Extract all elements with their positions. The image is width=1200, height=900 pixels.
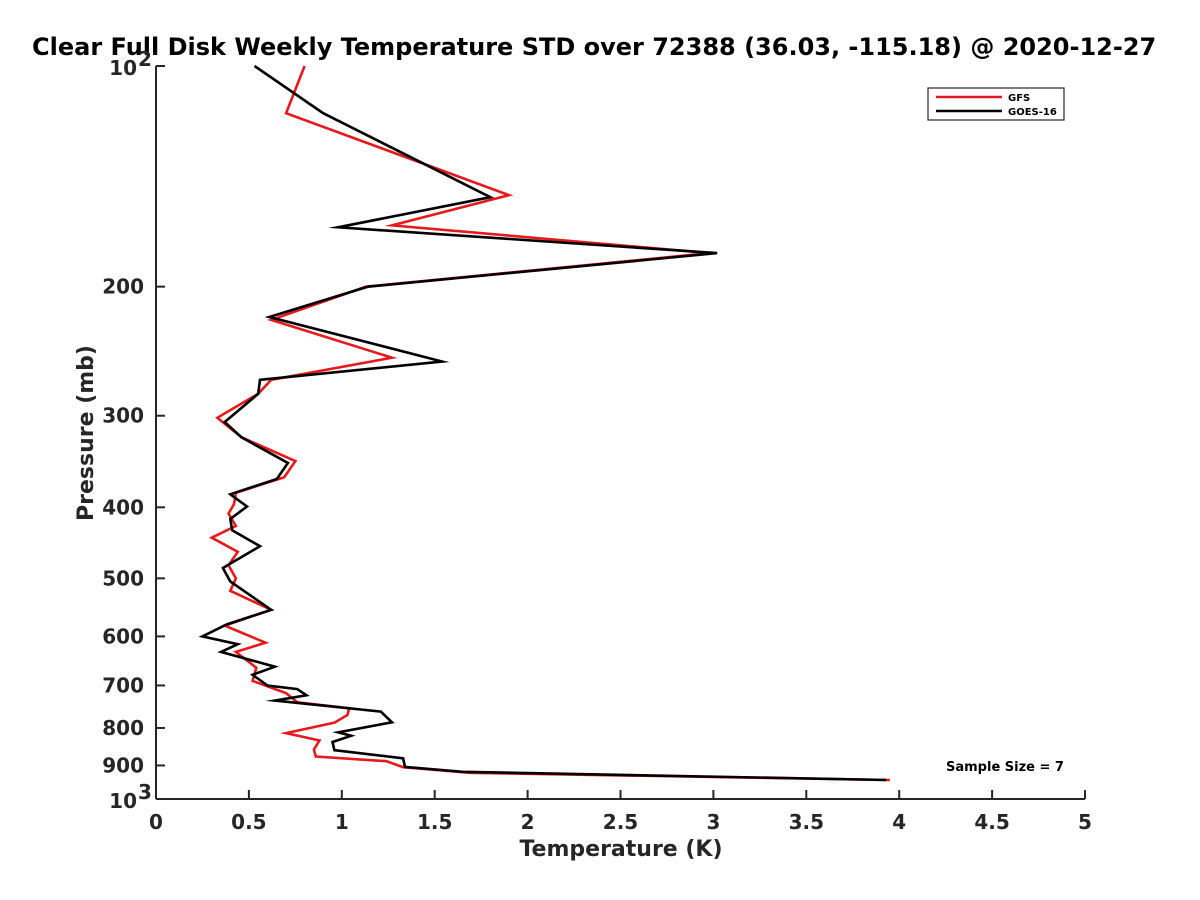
y-tick-label: 10 <box>109 789 137 813</box>
legend: GFS GOES-16 <box>927 87 1065 121</box>
y-tick-label: 600 <box>102 624 144 648</box>
y-tick-label: 800 <box>102 716 144 740</box>
y-tick-label: 400 <box>102 495 144 519</box>
x-tick-label: 3 <box>706 810 720 834</box>
x-tick-label: 0.5 <box>231 810 266 834</box>
x-tick-label: 2 <box>521 810 535 834</box>
y-tick-label: 900 <box>102 753 144 777</box>
series-line-goes-16 <box>198 64 887 782</box>
x-tick-label: 1 <box>335 810 349 834</box>
legend-box <box>927 87 1065 121</box>
x-tick-label: 1.5 <box>417 810 452 834</box>
axes <box>155 65 1086 800</box>
legend-goes-label: GOES-16 <box>1008 107 1057 118</box>
x-tick-label: 3.5 <box>789 810 824 834</box>
y-tick-label: 500 <box>102 566 144 590</box>
y-tick-label: 700 <box>102 673 144 697</box>
x-tick-label: 0 <box>149 810 163 834</box>
y-tick-label: 200 <box>102 275 144 299</box>
x-tick-labels: 0 0.5 1 1.5 2 2.5 3 3.5 4 4.5 5 <box>149 810 1092 834</box>
sample-size-annotation: Sample Size = 7 <box>946 760 1064 775</box>
y-tick-label: 300 <box>102 404 144 428</box>
x-tick-label: 4.5 <box>974 810 1009 834</box>
series-line-gfs <box>208 65 890 782</box>
legend-gfs-label: GFS <box>1008 93 1030 104</box>
y-tick-exponent: 2 <box>138 47 152 71</box>
x-axis-label: Temperature (K) <box>519 837 722 862</box>
x-tick-label: 5 <box>1078 810 1092 834</box>
y-tick-exponent: 3 <box>138 780 152 804</box>
series-lines <box>198 64 890 782</box>
x-tick-label: 4 <box>892 810 906 834</box>
chart-title: Clear Full Disk Weekly Temperature STD o… <box>32 33 1156 61</box>
y-axis-label: Pressure (mb) <box>74 345 99 521</box>
y-tick-label: 10 <box>109 56 137 80</box>
x-tick-label: 2.5 <box>603 810 638 834</box>
